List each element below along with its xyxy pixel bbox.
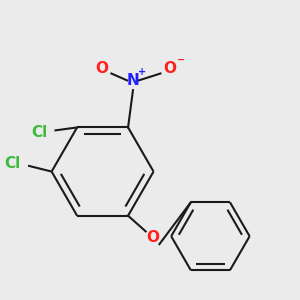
Text: O: O bbox=[164, 61, 177, 76]
Text: −: − bbox=[177, 55, 185, 65]
Text: +: + bbox=[138, 67, 146, 76]
Text: Cl: Cl bbox=[32, 125, 48, 140]
Text: O: O bbox=[95, 61, 108, 76]
Text: Cl: Cl bbox=[4, 156, 20, 171]
Text: N: N bbox=[127, 73, 139, 88]
Text: O: O bbox=[146, 230, 159, 245]
